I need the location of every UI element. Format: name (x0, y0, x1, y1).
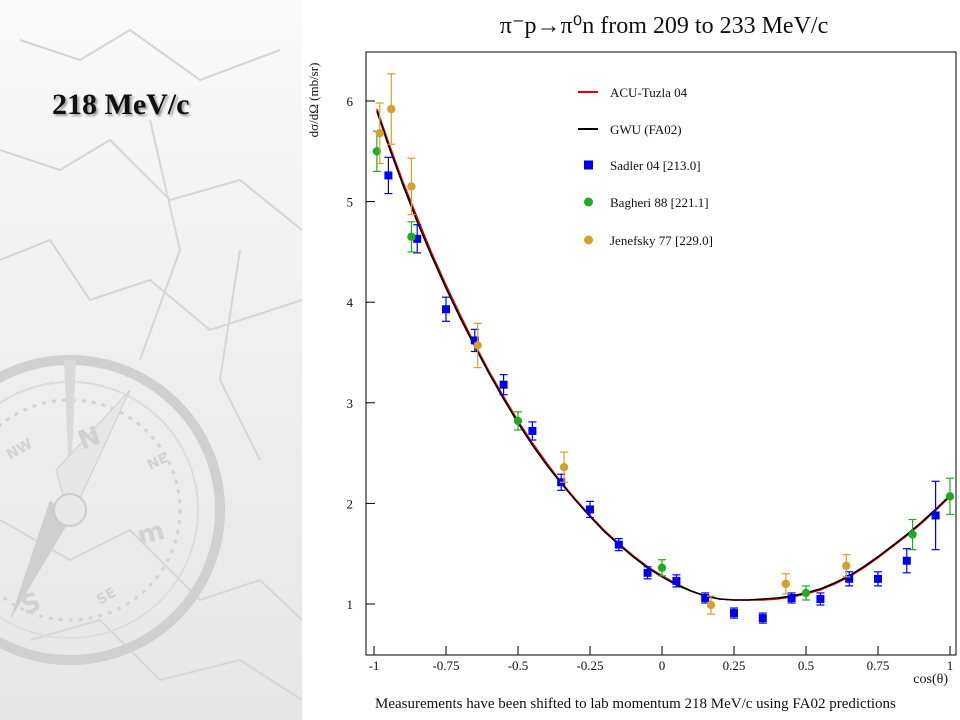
legend-label: ACU-Tuzla 04 (610, 85, 688, 100)
sadler-point (874, 574, 882, 583)
sadler-point (845, 574, 854, 583)
y-axis-label: dσ/dΩ (mb/sr) (306, 63, 321, 138)
gwu-fa02-curve (376, 110, 951, 601)
sadler-point (758, 614, 767, 623)
jenefsky-point (407, 182, 416, 191)
bagheri-point (513, 416, 523, 426)
y-tick-label: 6 (347, 94, 354, 109)
x-tick-label: -0.5 (508, 658, 529, 673)
legend-label: GWU (FA02) (610, 122, 682, 137)
sadler-point (442, 305, 450, 314)
compass-rose-icon: N NE NW S SE m (0, 28, 302, 701)
sadler-point (931, 511, 940, 520)
jenefsky-point (781, 579, 791, 589)
x-tick-label: 0.25 (723, 658, 746, 673)
bagheri-point (801, 588, 811, 598)
x-axis-ticks: -1 -0.75 -0.5 -0.25 0 0.25 0.5 0.75 1 (369, 646, 954, 673)
bagheri-point (945, 492, 955, 501)
plot-frame (365, 51, 957, 656)
sadler-point (586, 505, 594, 514)
jenefsky-point (375, 128, 384, 138)
bagheri-point (372, 147, 382, 156)
slide-title: 218 MeV/c (52, 88, 190, 121)
sadler-point (730, 609, 738, 618)
x-tick-label: 1 (947, 658, 954, 673)
x-tick-label: -0.25 (576, 658, 603, 673)
sadler-point (614, 540, 623, 549)
x-tick-label: -1 (369, 658, 380, 673)
x-tick-label: 0.5 (798, 658, 814, 673)
sadler-point (701, 593, 710, 602)
chart-title: π⁻p→π⁰n from 209 to 233 MeV/c (500, 13, 829, 39)
y-tick-label: 2 (347, 496, 354, 511)
sadler-point (528, 426, 537, 435)
jenefsky-point (559, 462, 569, 472)
data-points (372, 73, 955, 624)
legend-jenefsky-swatch (584, 235, 593, 245)
bagheri-point (657, 563, 667, 572)
bagheri-point (908, 530, 917, 539)
sadler-point (787, 593, 796, 602)
jenefsky-point (387, 104, 396, 114)
legend-bagheri-swatch (584, 197, 593, 207)
x-tick-label: 0.75 (867, 658, 890, 673)
legend-sadler-swatch (584, 160, 593, 170)
jenefsky-point (473, 341, 482, 350)
jenefsky-point (706, 600, 716, 610)
model-curves (376, 108, 951, 601)
acu-tuzla-curve (376, 108, 951, 601)
footnote: Measurements have been shifted to lab mo… (375, 696, 896, 712)
y-tick-label: 1 (347, 597, 354, 612)
y-axis-ticks: 1 2 3 4 5 6 (347, 94, 375, 612)
cross-section-chart: π⁻p→π⁰n from 209 to 233 MeV/c dσ/dΩ (mb/… (306, 13, 957, 687)
legend: ACU-Tuzla 04 GWU (FA02) Sadler 04 [213.0] B… (578, 85, 713, 248)
jenefsky-point (842, 561, 851, 570)
y-tick-label: 5 (347, 195, 354, 210)
legend-label: Sadler 04 [213.0] (610, 158, 701, 173)
x-tick-label: 0 (659, 658, 666, 673)
bagheri-point (407, 232, 416, 242)
sadler-point (470, 336, 479, 345)
legend-label: Bagheri 88 [221.1] (610, 195, 709, 210)
x-axis-label: cos(θ) (913, 672, 948, 687)
sadler-point (816, 594, 825, 603)
decorative-background: N NE NW S SE m (0, 0, 302, 720)
sadler-point (902, 556, 911, 565)
y-tick-label: 4 (347, 295, 354, 310)
x-tick-label: -0.75 (432, 658, 459, 673)
sadler-point (413, 234, 422, 243)
legend-label: Jenefsky 77 [229.0] (610, 233, 713, 248)
sadler-point (672, 576, 681, 585)
sadler-point (499, 380, 508, 389)
sadler-point (643, 568, 652, 577)
y-tick-label: 3 (347, 396, 354, 411)
sadler-point (384, 171, 393, 180)
